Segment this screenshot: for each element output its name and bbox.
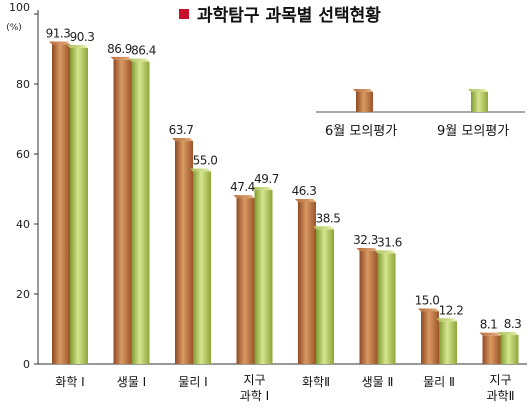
category-label: 과학Ⅱ (487, 389, 515, 403)
y-tick-label: 80 (16, 78, 30, 91)
bar-value-label: 32.3 (353, 233, 378, 247)
bar-value-label: 86.4 (131, 44, 156, 58)
y-tick-label: 60 (16, 148, 30, 161)
bar-value-label: 91.3 (46, 26, 71, 40)
bar-value-label: 31.6 (377, 235, 402, 249)
y-tick-label: 100 (9, 1, 30, 14)
bar (236, 198, 255, 364)
bar-value-label: 86.9 (107, 42, 132, 56)
value-labels: 91.3 90.3 86.9 86.4 63.7 55.0 47.449.7 46.3 38.5… (46, 26, 522, 331)
bar-value-label: 46.3 (292, 184, 317, 198)
bar (421, 311, 439, 364)
y-tick-label: 40 (16, 218, 30, 231)
bar (298, 201, 316, 364)
category-label: 과학 Ⅰ (240, 389, 269, 403)
bar-top (49, 41, 70, 45)
bar-top (313, 226, 334, 230)
bar-value-label: 8.3 (504, 317, 522, 331)
category-label: 화학 Ⅰ (55, 375, 84, 389)
bar-top (479, 332, 501, 336)
bar-top (356, 247, 378, 251)
bar (254, 190, 273, 364)
y-tick-label: 0 (23, 358, 30, 371)
bar (377, 253, 396, 364)
category-label: 물리 Ⅰ (178, 375, 207, 389)
category-label: 생물 Ⅰ (117, 375, 146, 389)
category-label: 지구 (489, 373, 511, 387)
bar-top (110, 56, 132, 60)
bar (482, 335, 501, 364)
bar-top (497, 331, 519, 335)
bar-top (172, 138, 193, 142)
legend-label-september: 9월 모의평가 (437, 124, 509, 139)
bar-top (233, 195, 255, 199)
bar-value-label: 8.1 (480, 318, 498, 332)
legend-label-june: 6월 모의평가 (325, 124, 397, 139)
bar-top (251, 187, 273, 191)
bar (52, 44, 70, 364)
bar-value-label: 55.0 (193, 154, 218, 168)
chart-title: 과학탐구 과목별 선택현황 (197, 6, 381, 26)
bar (439, 321, 457, 364)
bar-value-label: 49.7 (254, 172, 279, 186)
category-label: 물리 Ⅱ (423, 375, 455, 389)
bar-top (418, 308, 439, 312)
bar-value-label: 90.3 (70, 30, 95, 44)
bar-top (374, 250, 396, 254)
bars (49, 41, 519, 364)
bar-top (295, 198, 316, 202)
bar-top (190, 168, 211, 172)
bar-top (67, 44, 88, 48)
bar (175, 141, 193, 364)
bar (316, 229, 334, 364)
bar-value-label: 38.5 (316, 211, 341, 225)
bar-value-label: 15.0 (415, 294, 440, 308)
category-label: 지구 (243, 373, 265, 387)
bar-top (128, 58, 150, 62)
bar (113, 59, 132, 364)
y-axis-unit: (%) (6, 23, 22, 33)
bar-value-label: 47.4 (230, 180, 255, 194)
bar (359, 250, 378, 364)
category-label: 화학Ⅱ (302, 375, 330, 389)
bar-value-label: 12.2 (439, 303, 464, 317)
chart-title-group: 과학탐구 과목별 선택현황 (179, 6, 381, 26)
bar-value-label: 63.7 (169, 123, 194, 137)
y-tick-label: 20 (16, 288, 30, 301)
category-label: 생물 Ⅱ (362, 375, 394, 389)
bar (131, 61, 150, 364)
title-marker (179, 9, 189, 19)
legend-swatch-top (353, 89, 373, 92)
bar (500, 334, 519, 364)
legend-swatch (356, 92, 373, 112)
bar-top (436, 318, 457, 322)
bar (193, 171, 211, 364)
legend: 6월 모의평가 9월 모의평가 (316, 89, 525, 139)
bar (70, 47, 88, 364)
legend-swatch-top (468, 89, 488, 92)
legend-swatch (471, 92, 488, 112)
